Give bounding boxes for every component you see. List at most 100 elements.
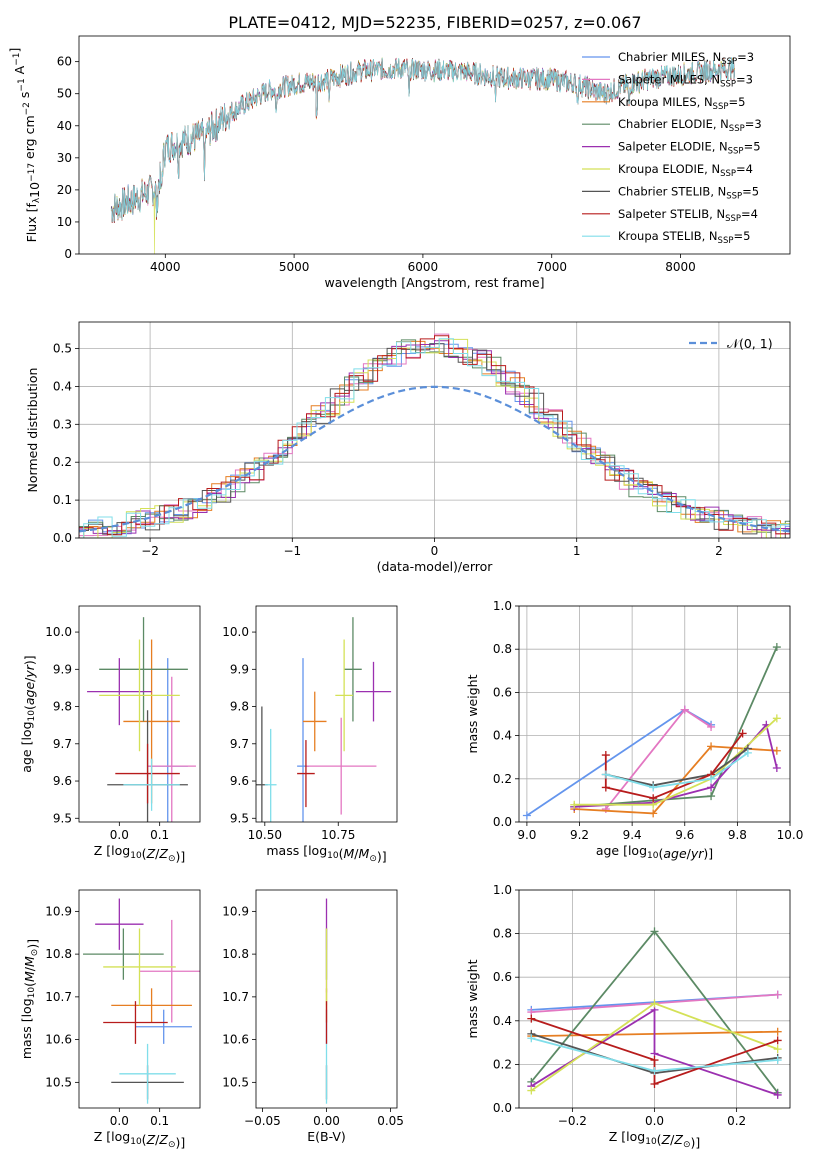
y-tick-label: 9.9 bbox=[53, 662, 72, 676]
y-tick-label: 10.9 bbox=[45, 904, 72, 918]
y-tick-label: 10.0 bbox=[222, 625, 249, 639]
y-tick-label: 9.8 bbox=[230, 700, 249, 714]
mass-weight-series bbox=[601, 748, 752, 792]
age-vs-Z-plot-area bbox=[87, 617, 196, 822]
plus-marker bbox=[772, 746, 781, 755]
mass-weight-vs-age-panel: 9.0 9.2 9.4 9.6 9.8 10.0 0.0 0.2 0.4 0.6 0.8 1.0 age… bbox=[465, 599, 803, 861]
errorbar-point bbox=[123, 758, 180, 811]
y-tick-label: 0.8 bbox=[493, 642, 512, 656]
errorbar-point bbox=[119, 1043, 176, 1104]
y-tick-label: 0.6 bbox=[493, 970, 512, 984]
plus-marker bbox=[601, 805, 610, 814]
errorbar-point bbox=[95, 898, 144, 950]
plus-marker bbox=[707, 792, 716, 801]
y-tick-label: 0.6 bbox=[493, 685, 512, 699]
mass-weight-vs-age-plot-area bbox=[522, 643, 781, 820]
y-tick-label: 1.0 bbox=[493, 599, 512, 613]
plus-marker bbox=[527, 1086, 536, 1095]
y-tick-label: 10.9 bbox=[222, 904, 249, 918]
x-tick-label: 7000 bbox=[536, 260, 567, 274]
mass-weight-series bbox=[570, 714, 781, 809]
y-tick-label: 0.0 bbox=[493, 1101, 512, 1115]
age-vs-mass-frame bbox=[255, 605, 398, 823]
plus-marker bbox=[650, 1066, 659, 1075]
histogram-series bbox=[79, 340, 790, 538]
figure-title: PLATE=0412, MJD=52235, FIBERID=0257, z=0… bbox=[228, 13, 641, 32]
y-tick-label: 9.5 bbox=[53, 811, 72, 825]
y-tick-label: 9.6 bbox=[53, 774, 72, 788]
y-tick-label: 10.8 bbox=[222, 947, 249, 961]
errorbar-point bbox=[147, 676, 196, 822]
mass-vs-Z-frame bbox=[78, 889, 201, 1109]
mass-vs-ebv-panel: −0.05 0.00 0.05 10.5 10.6 10.7 10.8 10.9 E(B-V) bbox=[222, 889, 404, 1144]
spectrum-frame bbox=[78, 35, 791, 255]
age-vs-Z-panel: 0.0 0.1 9.5 9.6 9.7 9.8 9.9 10.0 Z [log10(Z/Z⊙)]… bbox=[19, 605, 201, 864]
y-tick-label: 0.3 bbox=[53, 417, 72, 431]
plus-marker bbox=[649, 794, 658, 803]
y-tick-label: 0.4 bbox=[493, 729, 512, 743]
y-tick-label: 50 bbox=[57, 87, 72, 101]
plus-marker bbox=[707, 774, 716, 783]
errorbar-point bbox=[305, 717, 377, 815]
spectrum-plot-area bbox=[110, 57, 735, 254]
errorbar-point bbox=[99, 617, 188, 722]
mass-vs-Z-plot-area bbox=[83, 898, 200, 1104]
y-axis-label: Normed distribution bbox=[25, 368, 40, 493]
plus-marker bbox=[743, 748, 752, 757]
plus-marker bbox=[650, 999, 659, 1008]
errorbar-point bbox=[111, 988, 192, 1023]
plus-marker bbox=[773, 1056, 782, 1065]
plus-marker bbox=[707, 722, 716, 731]
plus-marker bbox=[707, 742, 716, 751]
x-tick-label: 0.2 bbox=[727, 1114, 746, 1128]
y-tick-label: 0.1 bbox=[53, 493, 72, 507]
y-tick-label: 9.9 bbox=[230, 662, 249, 676]
x-tick-label: 8000 bbox=[665, 260, 696, 274]
y-axis-label: Flux [fλ10−17 erg cm−2 s−1 A−1] bbox=[7, 48, 42, 243]
legend-entry: Chabrier MILES, NSSP=3 bbox=[618, 50, 754, 67]
y-tick-label: 0.5 bbox=[53, 342, 72, 356]
normal-curve bbox=[79, 385, 790, 533]
x-axis-label: age [log10(age/yr)] bbox=[596, 843, 713, 861]
errorbar-point bbox=[87, 658, 152, 726]
mass-weight-series bbox=[570, 643, 781, 811]
mass-vs-Z-panel: 0.0 0.1 10.5 10.6 10.7 10.8 10.9 Z [log10(Z/Z⊙)… bbox=[19, 889, 201, 1150]
plus-marker bbox=[570, 800, 579, 809]
x-tick-label: 10.50 bbox=[248, 828, 282, 842]
x-tick-label: 0.0 bbox=[110, 828, 129, 842]
panels: 4000 5000 6000 7000 80000102030405060wavelen… bbox=[7, 35, 803, 1150]
y-tick-label: 30 bbox=[57, 151, 72, 165]
x-tick-label: 6000 bbox=[408, 260, 439, 274]
x-tick-label: 9.8 bbox=[728, 828, 747, 842]
y-axis-label: mass [log10(M/M⊙)] bbox=[19, 939, 40, 1059]
x-axis-label: mass [log10(M/M⊙)] bbox=[266, 843, 386, 864]
errorbar-point bbox=[103, 928, 176, 1006]
mass-weight-vs-Z-panel: −0.2 0.0 0.2 0.0 0.2 0.4 0.6 0.8 1.0 Z [log10(Z/Z… bbox=[465, 883, 791, 1150]
errorbar-point bbox=[83, 928, 164, 980]
errorbar-point bbox=[335, 639, 353, 752]
age-vs-mass-panel: 10.50 10.75 9.5 9.6 9.7 9.8 9.9 10.0 mass [log10… bbox=[222, 605, 398, 864]
residuals-panel: −2 −1 0 1 2 0.0 0.1 0.2 0.3 0.4 0.5 (data-model)/er… bbox=[25, 321, 791, 574]
errorbar-point bbox=[297, 740, 315, 808]
y-tick-label: 0.8 bbox=[493, 927, 512, 941]
plus-marker bbox=[707, 783, 716, 792]
histogram-series bbox=[79, 343, 790, 538]
y-tick-label: 9.8 bbox=[53, 700, 72, 714]
mass-weight-series bbox=[527, 999, 782, 1095]
errorbar-point bbox=[264, 728, 277, 822]
y-tick-label: 60 bbox=[57, 55, 72, 69]
plus-marker bbox=[649, 783, 658, 792]
y-tick-label: 9.7 bbox=[230, 737, 249, 751]
plus-marker bbox=[772, 714, 781, 723]
residuals-plot-area bbox=[79, 333, 790, 538]
x-tick-label: 0.0 bbox=[110, 1114, 129, 1128]
y-tick-label: 10.7 bbox=[222, 990, 249, 1004]
y-axis-label: mass weight bbox=[465, 674, 480, 753]
plus-marker bbox=[527, 1034, 536, 1043]
spectrum-line bbox=[110, 57, 735, 223]
errorbar-point bbox=[115, 743, 180, 804]
y-tick-label: 0.0 bbox=[53, 531, 72, 545]
y-tick-label: 0.0 bbox=[493, 815, 512, 829]
x-tick-label: 0.1 bbox=[150, 1114, 169, 1128]
